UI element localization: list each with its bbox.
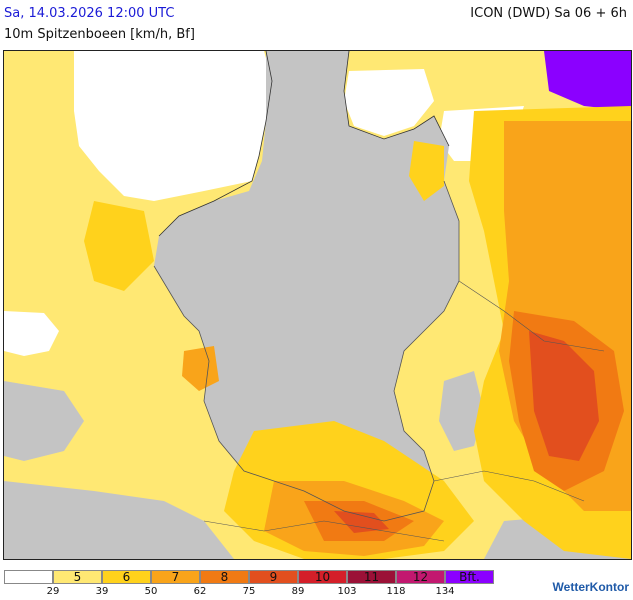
legend-box xyxy=(298,570,347,584)
brand-logo: WetterKontor xyxy=(552,580,629,594)
border-austria-czech xyxy=(433,470,585,502)
legend-bf-label: 7 xyxy=(171,570,180,584)
legend-bf-label: 8 xyxy=(220,570,229,584)
france-land-calm xyxy=(4,381,84,461)
legend-box xyxy=(396,570,445,584)
legend-bf-label: 11 xyxy=(363,570,380,584)
legend-box xyxy=(200,570,249,584)
legend-kmh-value: 39 xyxy=(95,586,109,597)
legend-kmh-value: 118 xyxy=(386,586,406,597)
legend-kmh-value: 134 xyxy=(435,586,455,597)
legend-box xyxy=(102,570,151,584)
legend-box xyxy=(249,570,298,584)
coastline-north-sea xyxy=(158,51,273,237)
legend-bf-label xyxy=(4,570,53,584)
north-sea-calm xyxy=(74,51,272,201)
southwest-land-calm xyxy=(4,481,234,559)
legend-kmh-value: 89 xyxy=(291,586,305,597)
map-header: Sa, 14.03.2026 12:00 UTC ICON (DWD) Sa 0… xyxy=(0,0,633,50)
legend-kmh-value: 50 xyxy=(144,586,158,597)
legend-bf-label: Bft. xyxy=(459,570,480,584)
legend-box xyxy=(4,570,53,584)
legend-box xyxy=(53,570,102,584)
legend-box xyxy=(347,570,396,584)
border-czech-poland xyxy=(458,280,605,352)
legend-bf-label: 10 xyxy=(314,570,331,584)
gust-field-bf6-benelux xyxy=(84,201,154,291)
baltic-calm-west xyxy=(344,69,434,136)
model-run-label: ICON (DWD) Sa 06 + 6h xyxy=(470,6,627,21)
legend-bf-label: 9 xyxy=(269,570,278,584)
legend-bf-label: 12 xyxy=(412,570,429,584)
gust-field-bf9-poland xyxy=(529,331,599,461)
gust-field-bf6-ruegen xyxy=(409,141,444,201)
legend-bf-label: 6 xyxy=(122,570,131,584)
gust-field-max xyxy=(544,51,631,111)
legend-kmh-value: 75 xyxy=(242,586,256,597)
legend-kmh-value: 62 xyxy=(193,586,207,597)
germany-border xyxy=(153,180,460,522)
forecast-datetime: Sa, 14.03.2026 12:00 UTC xyxy=(4,6,175,21)
gust-field-bf7-eifel xyxy=(182,346,219,391)
bohemia-land-calm xyxy=(439,371,484,451)
germany-land-calm xyxy=(154,51,459,521)
legend-kmh-value: 103 xyxy=(337,586,357,597)
legend-box xyxy=(445,570,494,584)
gust-legend: 5 6 7 8 9 10 11 12 Bft. 29 39 50 62 75 89 103 118 134 We… xyxy=(0,568,633,600)
border-alps xyxy=(203,520,445,542)
legend-box xyxy=(151,570,200,584)
wind-gust-map xyxy=(3,50,632,560)
parameter-label: 10m Spitzenboeen [km/h, Bf] xyxy=(4,27,195,42)
coastline-baltic xyxy=(343,51,450,147)
channel-calm xyxy=(4,311,59,356)
legend-bf-label: 5 xyxy=(73,570,82,584)
legend-kmh-value: 29 xyxy=(46,586,60,597)
map-canvas xyxy=(4,51,631,559)
gust-field-bf9-alps xyxy=(334,511,389,533)
